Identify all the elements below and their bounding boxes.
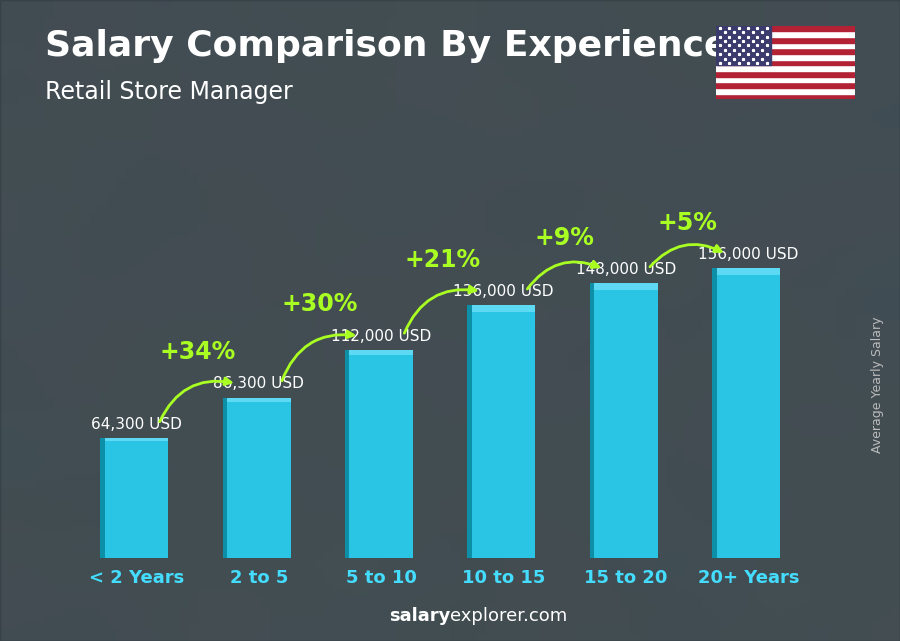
- Text: 156,000 USD: 156,000 USD: [698, 247, 798, 262]
- Text: +30%: +30%: [282, 292, 358, 317]
- Bar: [222, 397, 227, 558]
- Bar: [349, 350, 413, 355]
- Bar: [590, 283, 594, 558]
- Bar: [716, 71, 855, 77]
- Bar: [716, 88, 855, 94]
- Bar: [104, 438, 168, 558]
- Bar: [716, 82, 855, 88]
- Bar: [716, 268, 780, 558]
- Bar: [716, 77, 855, 82]
- Text: salary: salary: [389, 607, 450, 625]
- Bar: [716, 31, 855, 37]
- Text: 112,000 USD: 112,000 USD: [331, 328, 431, 344]
- Text: +9%: +9%: [535, 226, 595, 249]
- Text: explorer.com: explorer.com: [450, 607, 567, 625]
- Bar: [716, 268, 780, 276]
- Text: +5%: +5%: [657, 211, 717, 235]
- Text: 64,300 USD: 64,300 USD: [91, 417, 182, 432]
- Bar: [716, 26, 855, 31]
- Text: Average Yearly Salary: Average Yearly Salary: [871, 317, 884, 453]
- Bar: [716, 60, 855, 65]
- Bar: [716, 94, 855, 99]
- Bar: [227, 397, 291, 401]
- Bar: [716, 54, 855, 60]
- Bar: [716, 43, 855, 48]
- Bar: [100, 438, 104, 558]
- Text: +21%: +21%: [404, 248, 481, 272]
- Bar: [594, 283, 658, 558]
- Text: +34%: +34%: [159, 340, 236, 364]
- Text: Salary Comparison By Experience: Salary Comparison By Experience: [45, 29, 728, 63]
- Text: 86,300 USD: 86,300 USD: [213, 376, 304, 391]
- Bar: [472, 305, 536, 558]
- Text: 148,000 USD: 148,000 USD: [576, 262, 676, 277]
- Bar: [716, 48, 855, 54]
- Bar: [472, 305, 536, 312]
- Bar: [716, 37, 855, 43]
- Bar: [716, 26, 771, 65]
- Bar: [594, 283, 658, 290]
- Text: 136,000 USD: 136,000 USD: [454, 284, 554, 299]
- Bar: [349, 350, 413, 558]
- Bar: [227, 397, 291, 558]
- Bar: [104, 438, 168, 442]
- Bar: [716, 65, 855, 71]
- Bar: [712, 268, 716, 558]
- Bar: [345, 350, 349, 558]
- Text: Retail Store Manager: Retail Store Manager: [45, 80, 292, 104]
- Bar: [467, 305, 472, 558]
